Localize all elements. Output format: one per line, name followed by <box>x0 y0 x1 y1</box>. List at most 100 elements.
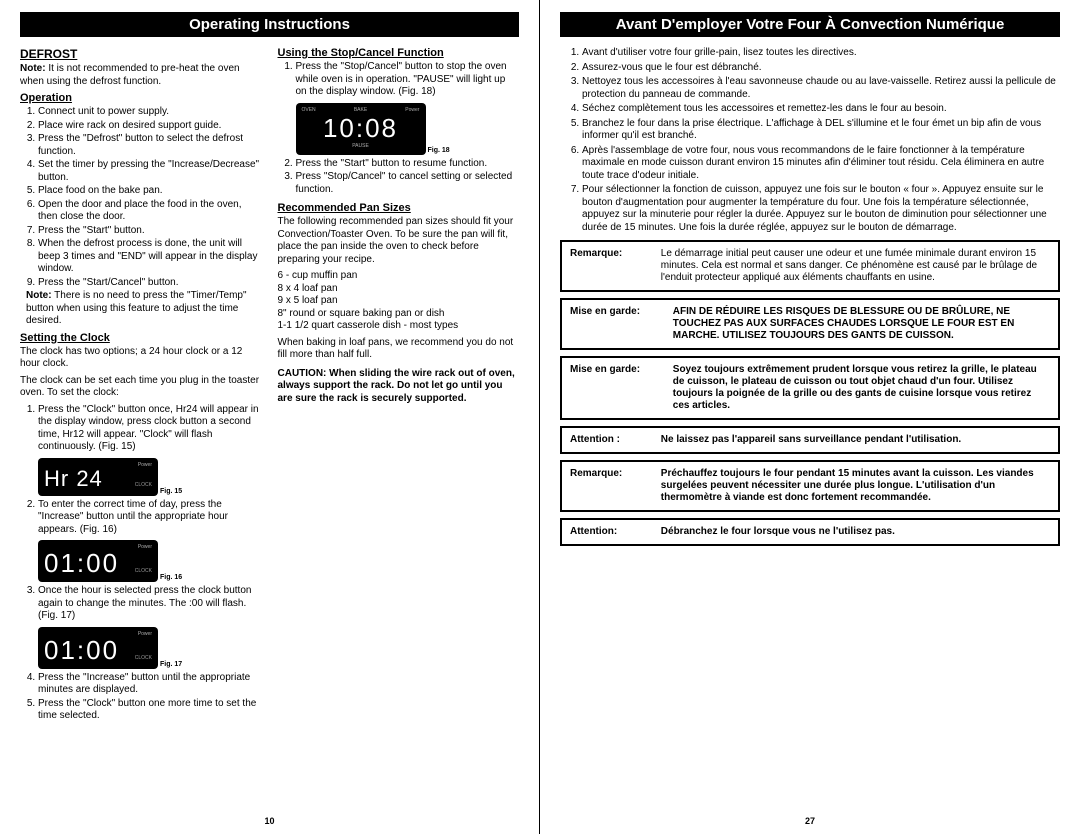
sc-step: Press "Stop/Cancel" to cancel setting or… <box>296 171 520 196</box>
warn-label: Attention: <box>570 526 658 538</box>
defrost-title: DEFROST <box>20 47 262 61</box>
fr-step: Assurez-vous que le four est débranché. <box>582 62 1060 75</box>
pause-label: PAUSE <box>352 143 369 149</box>
op-step: Place food on the bake pan. <box>38 185 262 198</box>
power-label: Power <box>138 631 152 637</box>
clock-intro1: The clock has two options; a 24 hour clo… <box>20 346 262 371</box>
op-step: Connect unit to power supply. <box>38 106 262 119</box>
fr-step: Nettoyez tous les accessoires à l'eau sa… <box>582 76 1060 101</box>
clock-steps: Press the "Clock" button once, Hr24 will… <box>20 404 262 454</box>
clock-steps-3: Once the hour is selected press the cloc… <box>20 585 262 623</box>
stopcancel-steps-2: Press the "Start" button to resume funct… <box>278 158 520 197</box>
warn-text: Préchauffez toujours le four pendant 15 … <box>661 468 1047 504</box>
warning-box-2: Mise en garde: AFIN DE RÉDUIRE LES RISQU… <box>560 298 1060 350</box>
header-right: Avant D'employer Votre Four À Convection… <box>560 12 1060 37</box>
warn-label: Mise en garde: <box>570 306 670 318</box>
note-text: There is no need to press the "Timer/Tem… <box>26 290 247 326</box>
warn-text: Ne laissez pas l'appareil sans surveilla… <box>661 434 1047 446</box>
fr-step: Après l'assemblage de votre four, nous v… <box>582 145 1060 183</box>
display-fig-17: Power 01:00 CLOCK <box>38 627 158 669</box>
power-label: Power <box>138 544 152 550</box>
sc-step: Press the "Stop/Cancel" button to stop t… <box>296 61 520 99</box>
fig17-wrap: Power 01:00 CLOCK Fig. 17 <box>38 627 262 668</box>
note-text: It is not recommended to pre-heat the ov… <box>20 63 240 87</box>
power-label: Power <box>138 462 152 468</box>
defrost-note: Note: It is not recommended to pre-heat … <box>20 63 262 88</box>
warn-text: AFIN DE RÉDUIRE LES RISQUES DE BLESSURE … <box>673 306 1047 342</box>
op-step: Set the timer by pressing the "Increase/… <box>38 159 262 184</box>
page-num-left: 10 <box>264 816 274 826</box>
warn-label: Attention : <box>570 434 658 446</box>
header-left: Operating Instructions <box>20 12 519 37</box>
caution-block: CAUTION: When sliding the wire rack out … <box>278 368 520 406</box>
warn-text: Débranchez le four lorsque vous ne l'uti… <box>661 526 1047 538</box>
clock-step: Press the "Clock" button once, Hr24 will… <box>38 404 262 454</box>
page-right: Avant D'employer Votre Four À Convection… <box>540 0 1080 834</box>
oven-label: OVEN <box>302 107 316 113</box>
warning-box-5: Remarque: Préchauffez toujours le four p… <box>560 460 1060 512</box>
bake-label: BAKE <box>354 107 367 113</box>
clock-step: Press the "Increase" button until the ap… <box>38 672 262 697</box>
left-col-1: DEFROST Note: It is not recommended to p… <box>20 47 262 724</box>
clock-step: Once the hour is selected press the cloc… <box>38 585 262 623</box>
note-label: Note: <box>26 290 52 301</box>
sc-step: Press the "Start" button to resume funct… <box>296 158 520 171</box>
fig15-wrap: Power Hr 24 CLOCK Fig. 15 <box>38 458 262 495</box>
pans-title: Recommended Pan Sizes <box>278 202 520 214</box>
warning-box-6: Attention: Débranchez le four lorsque vo… <box>560 518 1060 546</box>
stopcancel-title: Using the Stop/Cancel Function <box>278 47 520 59</box>
fig18-wrap: OVEN BAKE Power 10:08 PAUSE Fig. 18 <box>296 103 520 154</box>
clock-intro2: The clock can be set each time you plug … <box>20 375 262 400</box>
op-step: Press the "Start" button. <box>38 225 262 238</box>
fig18-caption: Fig. 18 <box>428 147 520 154</box>
note-label: Note: <box>20 63 46 74</box>
display-fig-15: Power Hr 24 CLOCK <box>38 458 158 496</box>
fr-step: Séchez complètement tous les accessoires… <box>582 103 1060 116</box>
caution-label: CAUTION: <box>278 368 327 379</box>
fr-step: Branchez le four dans la prise électriqu… <box>582 118 1060 143</box>
display-fig-18: OVEN BAKE Power 10:08 PAUSE <box>296 103 426 155</box>
warn-label: Mise en garde: <box>570 364 670 376</box>
warning-box-3: Mise en garde: Soyez toujours extrêmemen… <box>560 356 1060 420</box>
power-label: Power <box>405 107 419 113</box>
warn-text: Le démarrage initial peut causer une ode… <box>661 248 1047 284</box>
warning-box-1: Remarque: Le démarrage initial peut caus… <box>560 240 1060 292</box>
stopcancel-steps: Press the "Stop/Cancel" button to stop t… <box>278 61 520 99</box>
operation-steps: Connect unit to power supply. Place wire… <box>20 106 262 289</box>
warn-label: Remarque: <box>570 248 658 260</box>
fig15-caption: Fig. 15 <box>160 488 262 495</box>
page-num-right: 27 <box>805 816 815 826</box>
french-steps: Avant d'utiliser votre four grille-pain,… <box>560 47 1060 234</box>
clock-step: To enter the correct time of day, press … <box>38 499 262 537</box>
warning-box-4: Attention : Ne laissez pas l'appareil sa… <box>560 426 1060 454</box>
left-col-2: Using the Stop/Cancel Function Press the… <box>278 47 520 724</box>
clock-label: CLOCK <box>135 568 152 574</box>
pans-list: 6 - cup muffin pan 8 x 4 loaf pan 9 x 5 … <box>278 270 520 333</box>
pans-intro: The following recommended pan sizes shou… <box>278 216 520 266</box>
clock-steps-2: To enter the correct time of day, press … <box>20 499 262 537</box>
op-step: Open the door and place the food in the … <box>38 199 262 224</box>
page-left: Operating Instructions DEFROST Note: It … <box>0 0 540 834</box>
clock-label: CLOCK <box>135 482 152 488</box>
op-step: Press the "Defrost" button to select the… <box>38 133 262 158</box>
fig18-display: 10:08 <box>302 115 420 141</box>
op-step: Place wire rack on desired support guide… <box>38 120 262 133</box>
warn-label: Remarque: <box>570 468 658 480</box>
fig17-caption: Fig. 17 <box>160 661 262 668</box>
clock-title: Setting the Clock <box>20 332 262 344</box>
display-fig-16: Power 01:00 CLOCK <box>38 540 158 582</box>
fr-step: Pour sélectionner la fonction de cuisson… <box>582 184 1060 234</box>
op-step9-note: Note: There is no need to press the "Tim… <box>26 290 262 328</box>
clock-step: Press the "Clock" button one more time t… <box>38 698 262 723</box>
fr-step: Avant d'utiliser votre four grille-pain,… <box>582 47 1060 60</box>
left-columns: DEFROST Note: It is not recommended to p… <box>20 47 519 724</box>
clock-steps-4: Press the "Increase" button until the ap… <box>20 672 262 723</box>
operation-title: Operation <box>20 92 262 104</box>
pans-loaf-note: When baking in loaf pans, we recommend y… <box>278 337 520 362</box>
warn-text: Soyez toujours extrêmement prudent lorsq… <box>673 364 1047 412</box>
clock-label: CLOCK <box>135 655 152 661</box>
fig16-caption: Fig. 16 <box>160 574 262 581</box>
op-step: Press the "Start/Cancel" button. <box>38 277 262 290</box>
fig16-wrap: Power 01:00 CLOCK Fig. 16 <box>38 540 262 581</box>
op-step: When the defrost process is done, the un… <box>38 238 262 276</box>
